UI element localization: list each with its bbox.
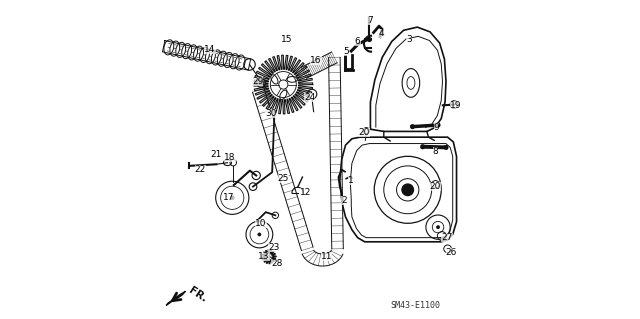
- Text: 19: 19: [450, 101, 461, 110]
- Text: 26: 26: [445, 248, 457, 256]
- Text: 24: 24: [304, 93, 316, 102]
- Text: 12: 12: [300, 189, 311, 197]
- Text: 20: 20: [430, 182, 441, 191]
- Text: 6: 6: [355, 37, 360, 46]
- Text: 2: 2: [341, 197, 347, 205]
- Text: 9: 9: [433, 123, 439, 132]
- Text: 30: 30: [265, 109, 276, 118]
- Text: 25: 25: [278, 174, 289, 183]
- Polygon shape: [163, 41, 251, 70]
- Text: 28: 28: [271, 259, 283, 268]
- Text: 13: 13: [259, 252, 270, 261]
- Text: 23: 23: [268, 243, 280, 252]
- Text: 3: 3: [406, 35, 412, 44]
- Text: 20: 20: [358, 128, 370, 137]
- Text: 7: 7: [367, 16, 373, 25]
- Polygon shape: [166, 291, 186, 305]
- Text: SM43-E1100: SM43-E1100: [390, 301, 441, 310]
- Text: FR.: FR.: [187, 285, 209, 304]
- Text: 8: 8: [433, 147, 438, 156]
- Circle shape: [420, 144, 425, 149]
- Text: 22: 22: [195, 165, 206, 174]
- Circle shape: [402, 184, 413, 196]
- Text: 11: 11: [321, 252, 332, 261]
- Circle shape: [258, 233, 261, 236]
- Circle shape: [259, 81, 263, 85]
- Text: 10: 10: [255, 219, 267, 228]
- Text: 16: 16: [310, 56, 322, 65]
- Text: 4: 4: [378, 29, 384, 38]
- Text: 5: 5: [343, 47, 349, 56]
- Text: 29: 29: [252, 77, 264, 86]
- Text: 14: 14: [204, 45, 216, 54]
- Circle shape: [230, 196, 234, 200]
- Circle shape: [435, 122, 440, 128]
- Text: 18: 18: [224, 153, 236, 162]
- Text: 17: 17: [223, 193, 235, 202]
- Text: 27: 27: [441, 233, 452, 242]
- Circle shape: [436, 225, 440, 229]
- Circle shape: [367, 37, 372, 42]
- Text: 21: 21: [211, 150, 222, 159]
- Circle shape: [444, 145, 449, 150]
- Text: 15: 15: [281, 35, 292, 44]
- Circle shape: [410, 124, 415, 129]
- Text: 1: 1: [348, 176, 354, 185]
